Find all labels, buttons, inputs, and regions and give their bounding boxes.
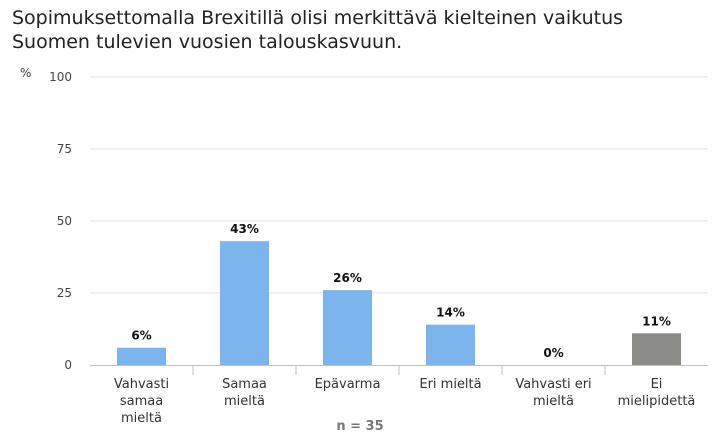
data-label: 26% bbox=[333, 271, 362, 285]
data-labels: 6% 43% 26% 14% 0% 11% bbox=[131, 222, 671, 360]
bar bbox=[117, 347, 166, 365]
category-label: Vahvasti eri mieltä bbox=[515, 377, 591, 409]
category-label-line: Samaa bbox=[222, 377, 267, 392]
category-label: Epävarma bbox=[315, 377, 381, 392]
y-axis-unit-label: % bbox=[20, 66, 32, 80]
y-axis-ticks: 0 25 50 75 100 bbox=[49, 70, 72, 372]
data-label: 6% bbox=[131, 329, 151, 343]
category-label-line: Ei bbox=[651, 377, 663, 392]
bars bbox=[117, 241, 681, 365]
data-label: 14% bbox=[436, 306, 465, 320]
y-tick-label: 0 bbox=[64, 358, 72, 372]
category-label-line: mieltä bbox=[224, 394, 265, 409]
x-axis: Vahvasti samaa mieltä Samaa mieltä Epävarma Er… bbox=[90, 365, 708, 426]
category-label-line: mielipidettä bbox=[618, 394, 696, 409]
category-label-line: mieltä bbox=[121, 411, 162, 426]
y-tick-label: 100 bbox=[49, 70, 72, 84]
y-tick-label: 50 bbox=[57, 214, 72, 228]
category-label: Samaa mieltä bbox=[222, 377, 267, 409]
gridlines bbox=[90, 76, 708, 294]
y-tick-label: 75 bbox=[57, 142, 72, 156]
sample-size-note: n = 35 bbox=[336, 419, 384, 434]
y-tick-label: 25 bbox=[57, 286, 72, 300]
data-label: 43% bbox=[230, 222, 259, 236]
category-label-line: Vahvasti eri bbox=[515, 377, 591, 392]
category-label-line: Eri mieltä bbox=[419, 377, 481, 392]
category-label-line: mieltä bbox=[533, 394, 574, 409]
category-label-line: Epävarma bbox=[315, 377, 381, 392]
data-label: 11% bbox=[642, 314, 671, 328]
category-label: Eri mieltä bbox=[419, 377, 481, 392]
category-label-line: samaa bbox=[120, 394, 163, 409]
bar bbox=[220, 241, 269, 365]
category-label-line: Vahvasti bbox=[114, 377, 169, 392]
category-label: Vahvasti samaa mieltä bbox=[114, 377, 169, 426]
bar bbox=[632, 333, 681, 365]
bar bbox=[323, 290, 372, 365]
chart-title: Sopimuksettomalla Brexitillä olisi merki… bbox=[12, 7, 624, 53]
category-label: Ei mielipidettä bbox=[618, 377, 696, 409]
bar bbox=[426, 324, 475, 365]
data-label: 0% bbox=[543, 346, 563, 360]
